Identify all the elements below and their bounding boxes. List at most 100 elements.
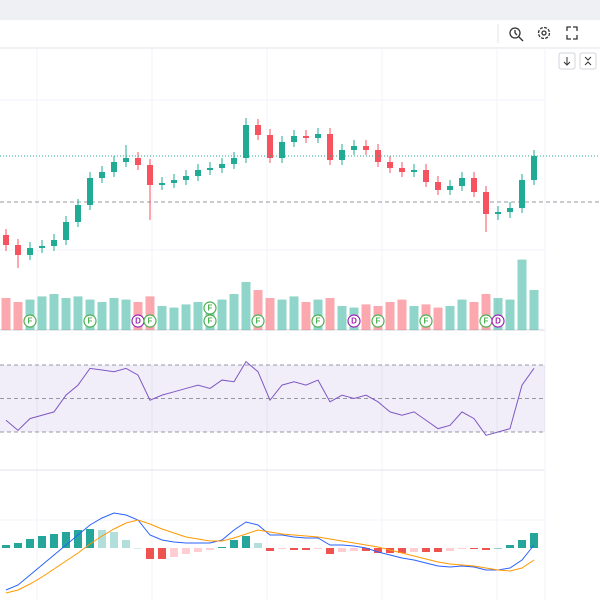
- rsi-line: [5, 360, 535, 436]
- toolbar: [0, 20, 600, 48]
- event-marker-label: F: [256, 317, 261, 326]
- macd-histogram-bar: [38, 536, 46, 548]
- candle-body: [99, 172, 105, 178]
- event-marker-label: F: [376, 317, 381, 326]
- candle-body: [519, 180, 525, 208]
- candle-body: [327, 134, 333, 160]
- event-marker: [311, 314, 325, 328]
- macd-histogram-bar: [446, 548, 454, 551]
- volume-bar: [409, 306, 419, 330]
- volume-bar: [169, 307, 179, 330]
- candle-body: [411, 170, 417, 172]
- macd-histogram-bar: [74, 530, 82, 548]
- macd-histogram-bar: [146, 548, 154, 559]
- candle-body: [75, 205, 81, 222]
- macd-pane: [2, 512, 538, 594]
- volume-bar: [325, 298, 335, 330]
- candle-body: [111, 162, 117, 172]
- signal-line: [5, 519, 535, 594]
- candle-body: [279, 142, 285, 158]
- volume-bar: [217, 299, 227, 330]
- event-marker-label: F: [148, 317, 153, 326]
- volume-bar: [385, 302, 395, 330]
- macd-histogram-bar: [398, 548, 406, 553]
- event-marker-label: D: [495, 317, 501, 326]
- event-marker: [251, 314, 265, 328]
- macd-histogram-bar: [14, 543, 22, 548]
- event-marker-label: F: [316, 317, 321, 326]
- candle-body: [207, 168, 213, 170]
- volume-bar: [13, 302, 23, 330]
- event-marker: [419, 314, 433, 328]
- candle-body: [27, 248, 33, 255]
- candle-body: [87, 178, 93, 205]
- macd-histogram-bar: [434, 548, 442, 552]
- candle-body: [459, 178, 465, 186]
- event-marker: [491, 314, 505, 328]
- collapse-button[interactable]: [579, 52, 597, 70]
- macd-histogram-bar: [98, 530, 106, 548]
- volume-bar: [469, 302, 479, 330]
- candle-body: [195, 170, 201, 176]
- macd-histogram-bar: [338, 548, 346, 552]
- volume-bar: [433, 307, 443, 330]
- volume-bar: [337, 306, 347, 330]
- volume-bar: [481, 294, 491, 330]
- volume-bar: [49, 294, 59, 330]
- macd-histogram-bar: [302, 548, 310, 550]
- event-marker: [371, 314, 385, 328]
- volume-bar: [229, 294, 239, 330]
- volume-bar: [505, 299, 515, 330]
- top-strip: [0, 0, 600, 20]
- macd-histogram-bar: [326, 548, 334, 554]
- event-marker-label: D: [135, 317, 141, 326]
- scroll-down-button[interactable]: [558, 52, 576, 70]
- volume-bar: [529, 290, 539, 330]
- macd-line: [5, 512, 535, 591]
- macd-histogram-bar: [266, 548, 274, 551]
- volume-bar: [361, 304, 371, 330]
- event-marker-label: D: [351, 317, 357, 326]
- candle-body: [435, 182, 441, 190]
- candle-body: [447, 186, 453, 190]
- event-marker-label: F: [208, 317, 213, 326]
- fullscreen-icon[interactable]: [566, 26, 578, 40]
- macd-histogram-bar: [410, 548, 418, 552]
- volume-bar: [445, 306, 455, 330]
- candle-body: [15, 245, 21, 255]
- settings-icon[interactable]: [537, 26, 551, 40]
- event-marker: [83, 314, 97, 328]
- macd-histogram-bar: [134, 548, 142, 549]
- macd-histogram-bar: [482, 548, 490, 550]
- macd-histogram-bar: [206, 548, 214, 550]
- macd-histogram-bar: [182, 548, 190, 554]
- macd-histogram-bar: [314, 548, 322, 549]
- candle-body: [171, 180, 177, 183]
- event-marker-label: F: [208, 304, 213, 313]
- event-marker: [143, 314, 157, 328]
- candle-body: [135, 158, 141, 165]
- candle-body: [303, 136, 309, 138]
- volume-bar: [289, 296, 299, 330]
- volume-bar: [1, 298, 11, 330]
- event-marker: [203, 301, 217, 315]
- macd-histogram-bar: [110, 532, 118, 548]
- candle-body: [399, 168, 405, 172]
- macd-histogram-bar: [362, 548, 370, 551]
- zoom-icon[interactable]: [509, 27, 524, 42]
- volume-bar: [277, 299, 287, 330]
- candle-body: [315, 134, 321, 138]
- macd-histogram-bar: [290, 548, 298, 550]
- volume-bar: [37, 296, 47, 330]
- macd-histogram-bar: [518, 540, 526, 548]
- event-marker-label: F: [28, 317, 33, 326]
- candle-body: [507, 208, 513, 212]
- candle-body: [531, 156, 537, 180]
- macd-histogram-bar: [26, 539, 34, 548]
- volume-bar: [493, 298, 503, 330]
- volume-bar: [121, 299, 131, 330]
- candle-body: [147, 165, 153, 185]
- event-marker: [203, 314, 217, 328]
